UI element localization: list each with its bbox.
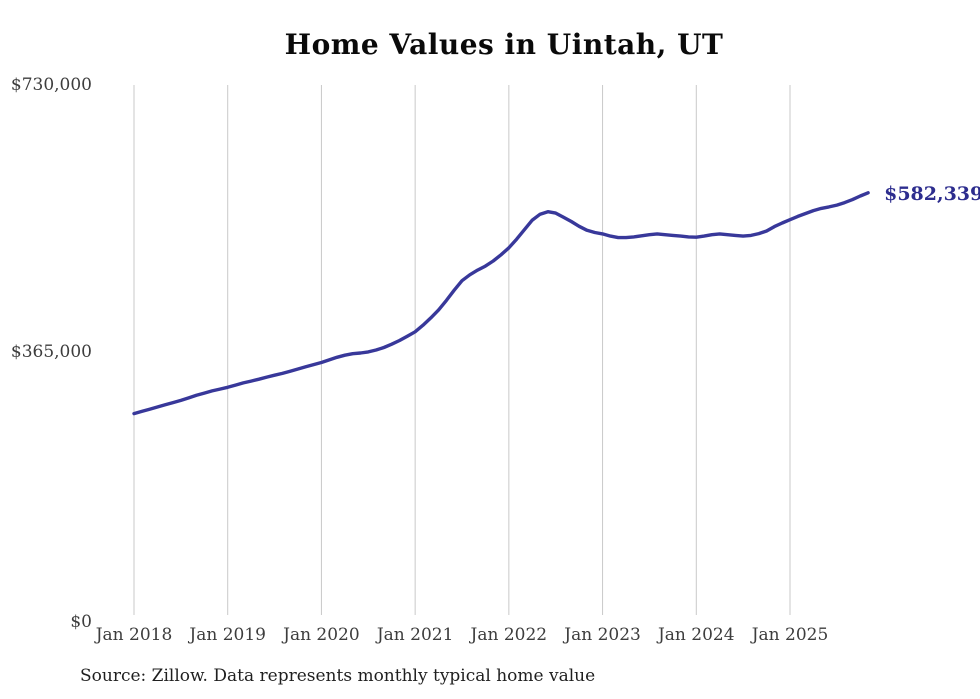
x-axis-tick-label: Jan 2024 (657, 625, 735, 645)
x-axis-tick-label: Jan 2022 (470, 625, 548, 645)
gridlines-group (133, 85, 791, 615)
y-axis-tick-label: $0 (70, 612, 92, 632)
y-axis-tick-label: $730,000 (10, 75, 92, 95)
x-axis-tick-label: Jan 2019 (189, 625, 266, 645)
x-axis-tick-label: Jan 2025 (751, 625, 829, 645)
x-axis-tick-label: Jan 2023 (564, 625, 641, 645)
chart-title: Home Values in Uintah, UT (284, 28, 724, 61)
price-line (132, 191, 870, 416)
x-axis-tick-label: Jan 2018 (95, 625, 173, 645)
end-value-label: $582,339 (884, 182, 980, 205)
y-axis-tick-label: $365,000 (10, 341, 92, 362)
x-axis-tick-label: Jan 2021 (376, 625, 454, 645)
source-note: Source: Zillow. Data represents monthly … (80, 666, 596, 686)
x-axis-tick-label: Jan 2020 (283, 625, 360, 645)
